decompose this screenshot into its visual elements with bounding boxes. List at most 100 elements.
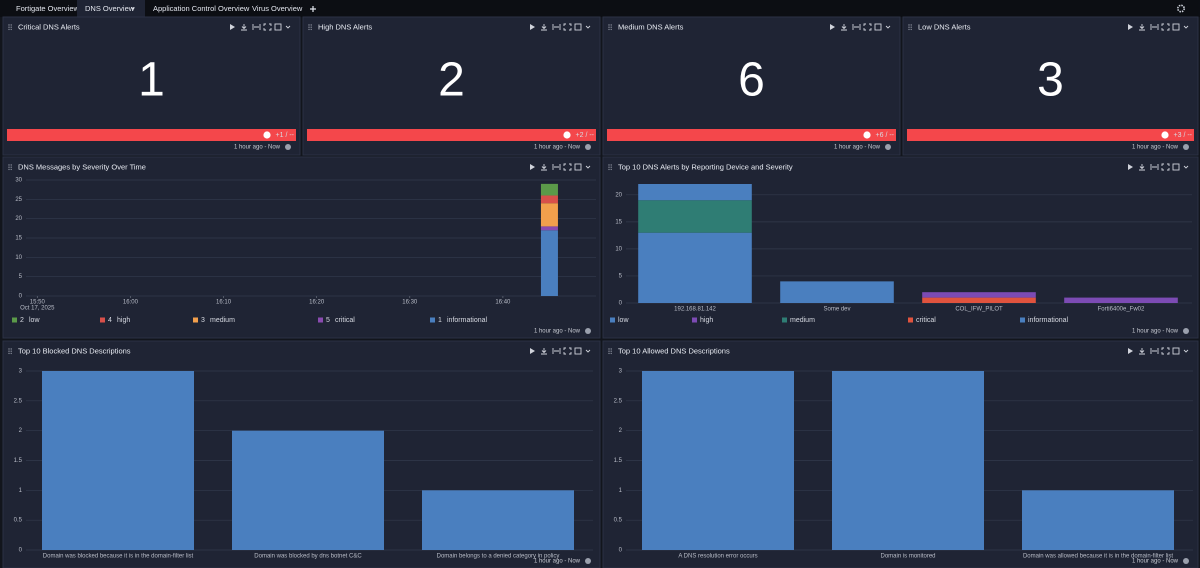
bar-segment[interactable] xyxy=(540,183,558,196)
menu-button[interactable] xyxy=(885,25,891,29)
drag-handle[interactable] xyxy=(8,350,10,352)
drag-handle[interactable] xyxy=(10,164,12,166)
bar[interactable] xyxy=(642,371,794,550)
drag-handle[interactable] xyxy=(908,24,910,26)
bar[interactable] xyxy=(832,371,984,550)
legend-label[interactable]: low xyxy=(618,317,629,324)
run-button[interactable] xyxy=(1128,24,1133,30)
fullscreen-button[interactable] xyxy=(563,23,572,31)
bar-segment[interactable] xyxy=(780,281,894,303)
bar-segment[interactable] xyxy=(638,184,752,201)
edit-button[interactable] xyxy=(874,23,882,31)
drag-handle[interactable] xyxy=(910,26,912,28)
fullscreen-button[interactable] xyxy=(863,23,872,31)
run-button[interactable] xyxy=(1128,348,1133,354)
drag-handle[interactable] xyxy=(310,24,312,26)
legend-label[interactable]: informational xyxy=(447,317,488,324)
menu-button[interactable] xyxy=(585,349,591,353)
drag-handle[interactable] xyxy=(610,348,612,350)
legend-swatch[interactable] xyxy=(318,317,323,323)
drag-handle[interactable] xyxy=(608,168,610,171)
fullscreen-button[interactable] xyxy=(1161,347,1170,355)
legend-label[interactable]: high xyxy=(700,317,713,324)
drag-handle[interactable] xyxy=(8,24,10,26)
edit-button[interactable] xyxy=(274,23,282,31)
fullscreen-button[interactable] xyxy=(1161,163,1170,171)
run-button[interactable] xyxy=(830,24,835,30)
fit-button[interactable] xyxy=(1150,24,1159,30)
legend-swatch[interactable] xyxy=(908,317,913,323)
drag-handle[interactable] xyxy=(310,26,312,28)
download-button[interactable] xyxy=(1139,348,1145,355)
menu-button[interactable] xyxy=(1183,349,1189,353)
drag-handle[interactable] xyxy=(8,348,10,350)
drag-handle[interactable] xyxy=(10,166,12,168)
fit-button[interactable] xyxy=(1150,164,1159,170)
menu-button[interactable] xyxy=(1183,25,1189,29)
tab[interactable]: Application Control Overview xyxy=(153,4,250,13)
help-icon[interactable] xyxy=(1183,144,1189,150)
download-button[interactable] xyxy=(541,164,547,171)
edit-button[interactable] xyxy=(574,163,582,171)
help-icon[interactable] xyxy=(885,144,891,150)
edit-button[interactable] xyxy=(574,23,582,31)
bar[interactable] xyxy=(42,371,194,550)
drag-handle[interactable] xyxy=(10,24,12,26)
legend-label[interactable]: high xyxy=(117,317,130,324)
drag-handle[interactable] xyxy=(610,352,612,355)
bar-segment[interactable] xyxy=(638,200,752,233)
download-button[interactable] xyxy=(541,24,547,31)
bar-segment[interactable] xyxy=(540,230,558,296)
download-button[interactable] xyxy=(841,24,847,31)
active-tab[interactable] xyxy=(77,0,145,17)
drag-handle[interactable] xyxy=(608,350,610,352)
drag-handle[interactable] xyxy=(308,24,310,26)
drag-handle[interactable] xyxy=(608,352,610,355)
drag-handle[interactable] xyxy=(610,28,612,31)
drag-handle[interactable] xyxy=(610,166,612,168)
drag-handle[interactable] xyxy=(610,26,612,28)
fit-button[interactable] xyxy=(252,24,261,30)
fullscreen-button[interactable] xyxy=(263,23,272,31)
run-button[interactable] xyxy=(530,24,535,30)
drag-handle[interactable] xyxy=(10,28,12,31)
drag-handle[interactable] xyxy=(8,164,10,166)
bar[interactable] xyxy=(422,490,574,550)
bar-segment[interactable] xyxy=(540,203,558,227)
run-button[interactable] xyxy=(1128,164,1133,170)
bar-segment[interactable] xyxy=(1064,297,1178,303)
help-icon[interactable] xyxy=(585,328,591,334)
drag-handle[interactable] xyxy=(610,164,612,166)
edit-button[interactable] xyxy=(1172,23,1180,31)
run-button[interactable] xyxy=(230,24,235,30)
legend-label[interactable]: informational xyxy=(1028,317,1069,324)
legend-swatch[interactable] xyxy=(100,317,105,323)
legend-label[interactable]: critical xyxy=(335,317,355,324)
drag-handle[interactable] xyxy=(608,166,610,168)
drag-handle[interactable] xyxy=(10,350,12,352)
menu-button[interactable] xyxy=(585,25,591,29)
legend-swatch[interactable] xyxy=(430,317,435,323)
drag-handle[interactable] xyxy=(910,28,912,31)
help-icon[interactable] xyxy=(285,144,291,150)
bar-segment[interactable] xyxy=(922,297,1036,303)
settings-button[interactable] xyxy=(1177,4,1186,13)
bar[interactable] xyxy=(1022,490,1174,550)
drag-handle[interactable] xyxy=(608,348,610,350)
fullscreen-button[interactable] xyxy=(563,347,572,355)
fit-button[interactable] xyxy=(852,24,861,30)
menu-button[interactable] xyxy=(285,25,291,29)
drag-handle[interactable] xyxy=(308,28,310,31)
help-icon[interactable] xyxy=(585,558,591,564)
drag-handle[interactable] xyxy=(608,28,610,31)
drag-handle[interactable] xyxy=(8,28,10,31)
download-button[interactable] xyxy=(1139,24,1145,31)
help-icon[interactable] xyxy=(585,144,591,150)
run-button[interactable] xyxy=(530,348,535,354)
fit-button[interactable] xyxy=(1150,348,1159,354)
drag-handle[interactable] xyxy=(908,28,910,31)
legend-swatch[interactable] xyxy=(782,317,787,323)
tab[interactable]: Virus Overview xyxy=(252,4,303,13)
drag-handle[interactable] xyxy=(608,164,610,166)
drag-handle[interactable] xyxy=(610,24,612,26)
